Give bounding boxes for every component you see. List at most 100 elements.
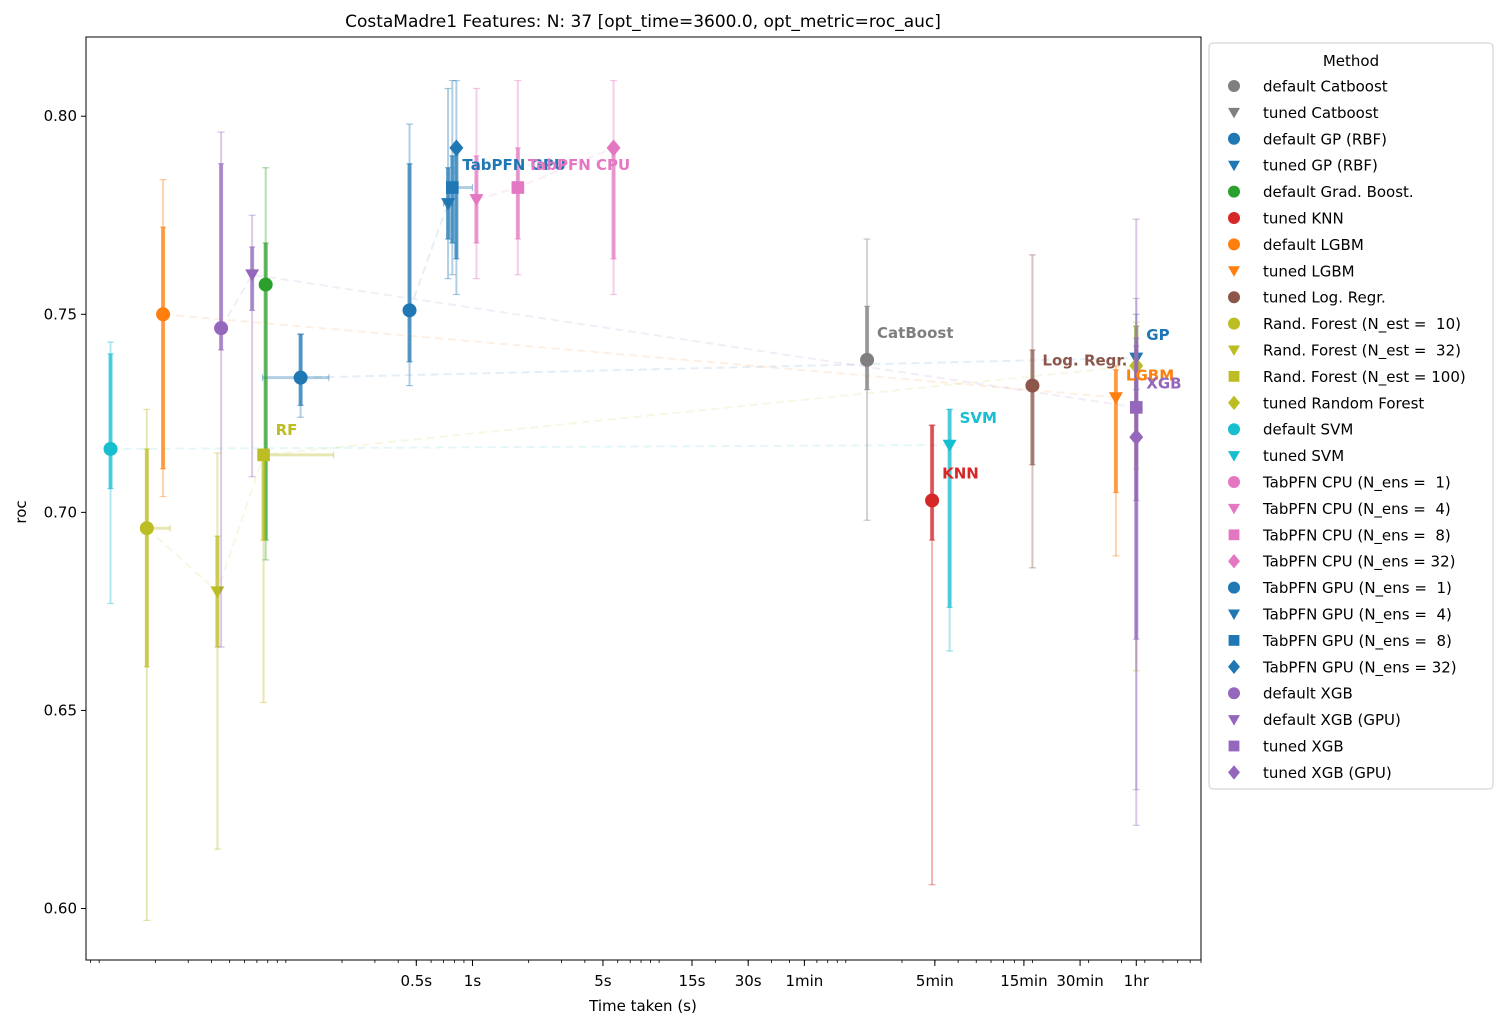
legend-marker [1228, 317, 1240, 330]
legend-entry: tuned GP (RBF) [1263, 157, 1378, 175]
legend-marker [1228, 503, 1240, 515]
data-point [214, 321, 229, 336]
data-point [156, 307, 171, 322]
data-point [942, 439, 957, 453]
legend-entry: TabPFN CPU (N_ens = 4) [1262, 500, 1451, 519]
legend-marker [1228, 423, 1240, 436]
legend-marker [1228, 266, 1240, 277]
legend-entry: TabPFN GPU (N_ens = 1) [1262, 579, 1452, 598]
connection-line [163, 313, 1116, 399]
legend-entry: Rand. Forest (N_est = 10) [1263, 315, 1461, 334]
annotation-label: Log. Regr. [1042, 352, 1127, 370]
annotation-label: LGBM [1126, 366, 1174, 384]
legend-marker [1228, 395, 1240, 410]
legend-marker [1228, 451, 1240, 462]
data-point [925, 493, 940, 508]
annotation-label: KNN [942, 464, 979, 482]
legend-marker [1228, 687, 1240, 700]
legend-marker [1228, 554, 1240, 569]
legend-entry: TabPFN CPU (N_ens = 1) [1262, 474, 1451, 493]
legend-entry: tuned KNN [1263, 210, 1344, 228]
axes-frame [85, 36, 1202, 961]
annotation-label: TabPFN GPU [462, 156, 566, 174]
connection-line [110, 444, 950, 450]
y-tick-label: 0.80 [44, 107, 77, 125]
data-point [103, 441, 118, 456]
y-axis-label: roc [12, 500, 30, 523]
legend-marker [1228, 371, 1240, 382]
legend-marker [1228, 476, 1240, 488]
y-tick-label: 0.75 [44, 305, 77, 323]
chart-title: CostaMadre1 Features: N: 37 [opt_time=36… [345, 12, 941, 32]
data-point [1108, 392, 1123, 405]
connection-line [408, 147, 458, 311]
legend-entry: default Catboost [1263, 78, 1388, 96]
legend-marker [1228, 581, 1240, 594]
y-tick-label: 0.65 [44, 701, 77, 719]
x-tick-label: 15min [1000, 972, 1047, 990]
legend-marker [1228, 212, 1240, 224]
legend-entry: default Grad. Boost. [1263, 183, 1414, 201]
data-point [402, 303, 417, 318]
legend-marker [1228, 238, 1240, 251]
annotation-label: GP [1146, 326, 1169, 344]
x-tick-label: 15s [679, 972, 706, 990]
data-point [1129, 428, 1144, 446]
connection-line [300, 356, 1137, 379]
legend-marker [1228, 80, 1240, 92]
annotation-label: XGB [1146, 374, 1181, 392]
legend-entry: default XGB [1263, 685, 1353, 703]
legend-marker [1228, 107, 1240, 119]
legend-entry: tuned XGB [1263, 738, 1344, 756]
legend-entry: TabPFN GPU (N_ens = 32) [1262, 658, 1457, 677]
legend-entry: TabPFN GPU (N_ens = 8) [1262, 632, 1452, 651]
x-axis: 0.5s 1s 5s 15s 30s 1min 5min 15min 30min 1hr [90, 960, 1202, 990]
legend-entry: tuned Random Forest [1263, 394, 1424, 412]
legend-box [1208, 42, 1494, 790]
data-point [606, 139, 621, 157]
data-point [469, 194, 484, 207]
legend-entry: tuned LGBM [1263, 262, 1355, 280]
data-point [139, 521, 154, 536]
legend-entry: default XGB (GPU) [1263, 711, 1401, 729]
legend-marker [1228, 715, 1240, 726]
x-tick-label: 0.5s [400, 972, 432, 990]
legend-entry: tuned XGB (GPU) [1263, 764, 1392, 782]
legend-marker [1228, 529, 1240, 541]
annotation-label: SVM [960, 409, 997, 427]
legend-marker [1228, 132, 1240, 145]
annotation-label: RF [276, 421, 298, 439]
legend-entry: default GP (RBF) [1263, 130, 1387, 148]
x-tick-label: 1s [464, 972, 482, 990]
legend-marker [1228, 345, 1240, 356]
data-point [245, 269, 260, 282]
x-tick-label: 30min [1056, 972, 1103, 990]
data-point [258, 277, 273, 292]
legend-marker [1228, 765, 1240, 780]
x-tick-label: 30s [735, 972, 762, 990]
legend-entry: Rand. Forest (N_est = 100) [1263, 368, 1466, 387]
legend-marker [1228, 291, 1240, 304]
x-axis-label: Time taken (s) [588, 997, 697, 1015]
x-tick-label: 1hr [1124, 972, 1150, 990]
legend: Method default Catboost tuned Catboost defa… [1208, 42, 1494, 790]
legend-entry: default LGBM [1263, 236, 1364, 254]
data-point [257, 448, 270, 462]
data-point [1025, 378, 1040, 393]
y-tick-label: 0.60 [44, 900, 77, 918]
connection-line [146, 364, 1137, 594]
x-tick-label: 5min [916, 972, 954, 990]
legend-marker [1228, 740, 1240, 752]
legend-marker [1228, 659, 1240, 674]
connection-line [220, 273, 1138, 438]
legend-entry: TabPFN CPU (N_ens = 32) [1262, 553, 1456, 572]
legend-entry: tuned SVM [1263, 447, 1344, 465]
x-tick-label: 5s [594, 972, 612, 990]
legend-entry: tuned Catboost [1263, 104, 1379, 122]
data-point [210, 586, 225, 599]
data-point [511, 181, 525, 194]
legend-entry: default SVM [1263, 421, 1353, 439]
data-point [449, 139, 464, 157]
